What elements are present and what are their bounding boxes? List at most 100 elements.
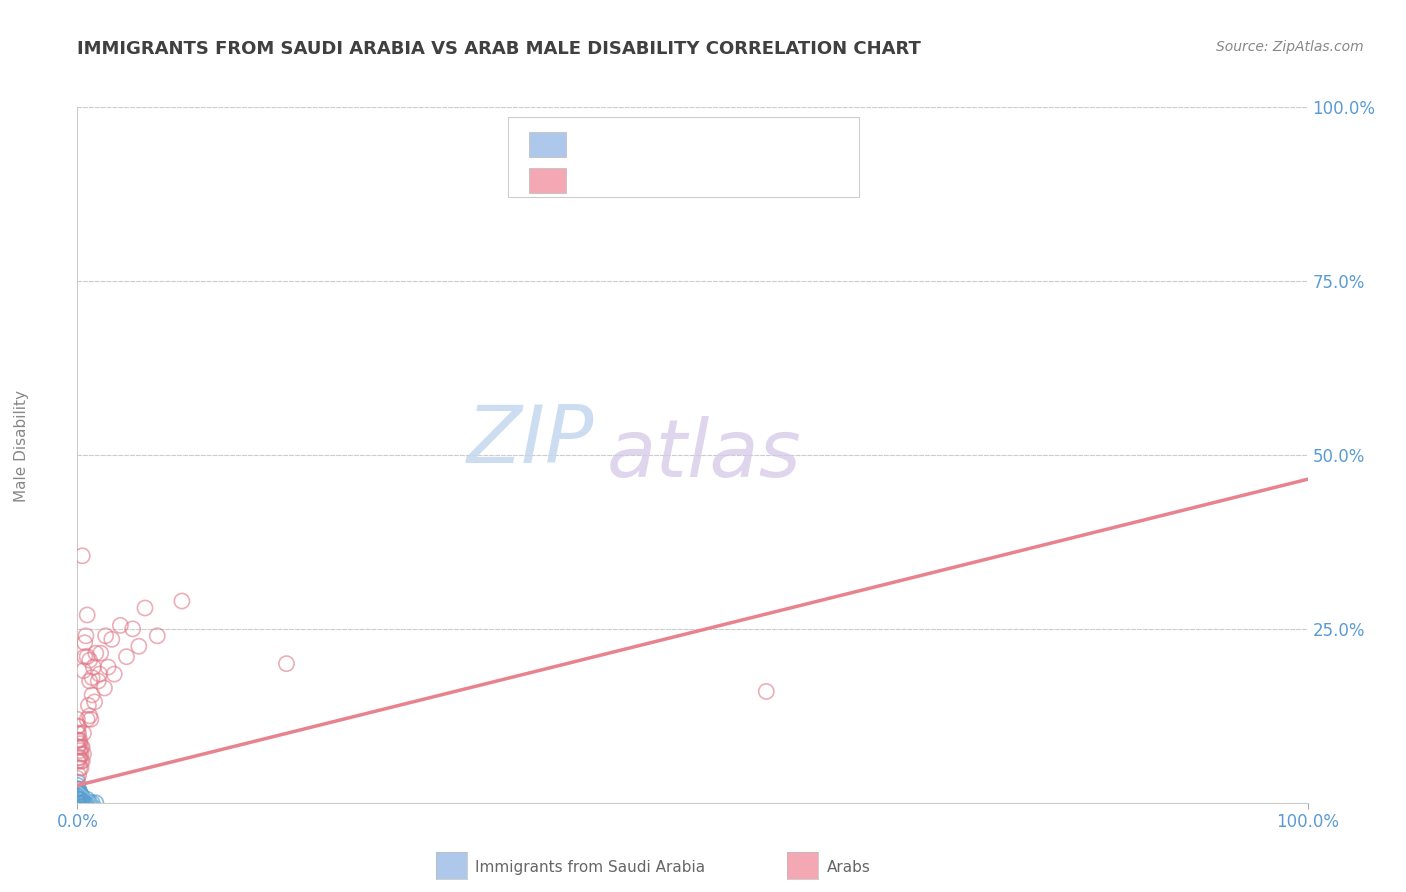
Point <box>69 761 91 775</box>
FancyBboxPatch shape <box>508 118 859 197</box>
Point <box>84 796 107 810</box>
Point <box>67 726 90 740</box>
Point <box>66 740 89 755</box>
Point <box>70 740 93 755</box>
Point <box>70 754 93 768</box>
Point <box>70 792 93 806</box>
Point <box>94 629 117 643</box>
Point <box>121 622 143 636</box>
Point <box>134 601 156 615</box>
Text: IMMIGRANTS FROM SAUDI ARABIA VS ARAB MALE DISABILITY CORRELATION CHART: IMMIGRANTS FROM SAUDI ARABIA VS ARAB MAL… <box>77 40 921 58</box>
Point <box>72 792 94 806</box>
Point <box>70 788 93 802</box>
Point <box>82 660 104 674</box>
Point <box>128 639 150 653</box>
Point <box>67 754 90 768</box>
Point <box>66 754 89 768</box>
Point <box>70 761 93 775</box>
Text: atlas: atlas <box>606 416 801 494</box>
Point <box>76 607 98 622</box>
Point <box>97 660 120 674</box>
Point <box>66 733 89 747</box>
Text: ZIP: ZIP <box>467 402 595 480</box>
Point <box>67 750 90 764</box>
Text: Arabs: Arabs <box>827 860 870 874</box>
Point <box>72 796 94 810</box>
Point <box>69 796 91 810</box>
Point <box>82 796 104 810</box>
Point <box>76 712 98 726</box>
Point <box>70 796 93 810</box>
Point <box>66 781 89 796</box>
FancyBboxPatch shape <box>529 169 565 194</box>
Point <box>90 646 112 660</box>
Point <box>67 785 90 799</box>
Point <box>66 778 89 792</box>
Point <box>72 726 94 740</box>
Point <box>87 674 110 689</box>
Point <box>73 636 96 650</box>
Point <box>170 594 193 608</box>
Point <box>76 792 98 806</box>
Point <box>69 750 91 764</box>
Point <box>69 744 91 758</box>
Point <box>110 618 132 632</box>
Point <box>69 733 91 747</box>
Point <box>70 740 93 755</box>
Point <box>755 684 778 698</box>
Point <box>103 667 125 681</box>
Point <box>80 712 103 726</box>
Point <box>66 775 89 789</box>
Point <box>67 789 90 803</box>
Point <box>69 737 91 751</box>
Point <box>66 792 89 806</box>
Text: R = -0.625   N = 29: R = -0.625 N = 29 <box>578 136 741 153</box>
Point <box>276 657 298 671</box>
Point <box>115 649 138 664</box>
Point <box>70 754 93 768</box>
Point <box>67 796 90 810</box>
Point <box>66 726 89 740</box>
Point <box>66 789 89 803</box>
Text: Male Disability: Male Disability <box>14 390 28 502</box>
Point <box>77 698 100 713</box>
Point <box>77 796 100 810</box>
Point <box>66 785 89 799</box>
Point <box>84 646 107 660</box>
Point <box>83 695 105 709</box>
Point <box>82 671 104 685</box>
Point <box>82 688 104 702</box>
Point <box>89 667 111 681</box>
Point <box>93 681 115 695</box>
Point <box>70 549 93 563</box>
Point <box>79 674 101 689</box>
Point <box>70 790 93 805</box>
Point <box>79 653 101 667</box>
Point <box>76 649 98 664</box>
Point <box>72 747 94 761</box>
Point <box>67 781 90 796</box>
Point <box>73 796 96 810</box>
FancyBboxPatch shape <box>529 132 565 157</box>
Point <box>66 712 89 726</box>
Point <box>146 629 169 643</box>
Text: Immigrants from Saudi Arabia: Immigrants from Saudi Arabia <box>475 860 706 874</box>
Point <box>79 796 101 810</box>
Point <box>69 785 91 799</box>
Point <box>70 796 93 810</box>
Point <box>75 629 97 643</box>
Point <box>70 747 93 761</box>
Point <box>66 796 89 810</box>
Point <box>66 772 89 786</box>
Point <box>67 740 90 755</box>
Point <box>69 790 91 805</box>
Text: R =  0.489   N = 62: R = 0.489 N = 62 <box>578 172 741 190</box>
Point <box>67 719 90 733</box>
Point <box>67 733 90 747</box>
Point <box>72 664 94 678</box>
Point <box>101 632 124 647</box>
Point <box>73 649 96 664</box>
Point <box>79 708 101 723</box>
Text: Source: ZipAtlas.com: Source: ZipAtlas.com <box>1216 40 1364 54</box>
Point <box>75 796 97 810</box>
